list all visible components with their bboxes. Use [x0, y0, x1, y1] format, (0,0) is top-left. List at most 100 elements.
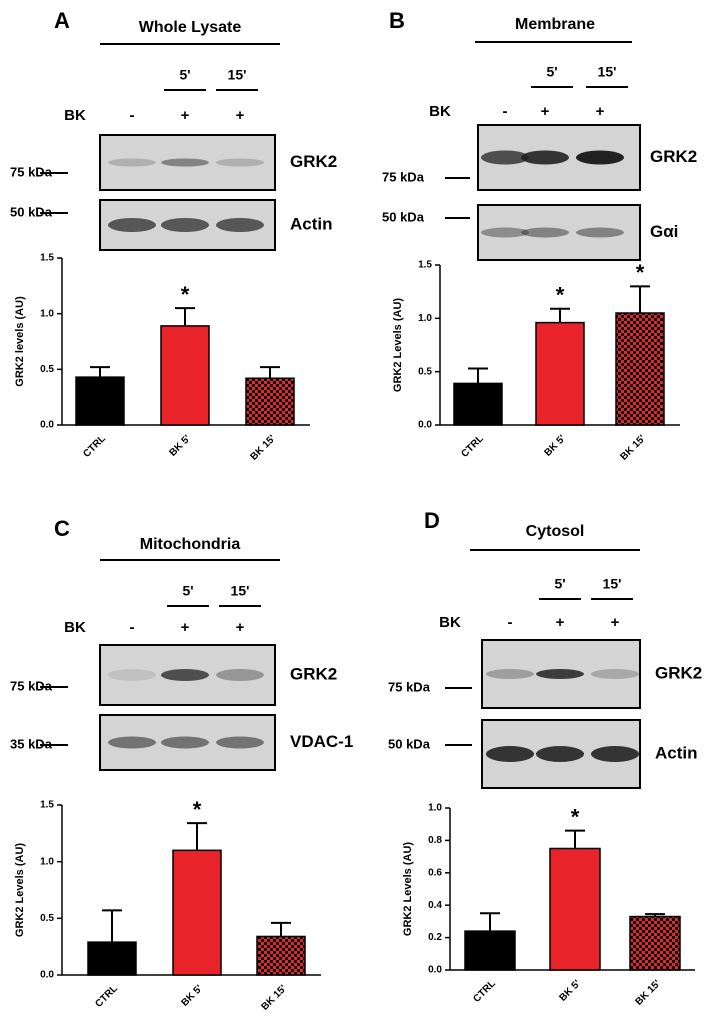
blot-band — [161, 736, 209, 749]
protein-label: Actin — [655, 743, 698, 762]
protein-label: GRK2 — [650, 147, 697, 166]
y-axis-label: GRK2 Levels (AU) — [392, 298, 404, 392]
y-tick-label: 0.5 — [418, 366, 432, 377]
treatment-sign: + — [556, 614, 565, 631]
y-tick-label: 1.5 — [40, 800, 54, 811]
bar — [464, 930, 516, 971]
treatment-sign: - — [130, 619, 135, 636]
blot-band — [576, 150, 624, 165]
x-tick-label: BK 5' — [167, 433, 193, 459]
panel-letter: B — [389, 8, 405, 33]
y-axis-label: GRK2 Levels (AU) — [402, 842, 414, 936]
blot-band — [481, 227, 529, 238]
x-tick-label: CTRL — [459, 433, 486, 460]
treatment-sign: + — [541, 103, 550, 120]
protein-label: Gαi — [650, 222, 678, 241]
x-tick-label: BK 5' — [557, 978, 583, 1004]
treatment-label: BK — [64, 107, 86, 124]
fraction-title: Membrane — [515, 16, 595, 33]
fraction-title: Cytosol — [526, 523, 585, 540]
blot-band — [216, 158, 264, 167]
treatment-label: BK — [64, 619, 86, 636]
x-tick-label: BK 5' — [542, 433, 568, 459]
marker-label: 35 kDa — [10, 736, 53, 751]
y-tick-label: 1.5 — [418, 260, 432, 271]
y-tick-label: 1.5 — [40, 253, 54, 264]
blot-band — [486, 746, 534, 762]
panel-letter: A — [54, 8, 70, 33]
treatment-sign: + — [236, 107, 245, 124]
blot-band — [591, 669, 639, 679]
x-tick-label: BK 15' — [248, 433, 278, 463]
fraction-title: Mitochondria — [140, 536, 241, 553]
treatment-sign: + — [236, 619, 245, 636]
blot-band — [521, 150, 569, 165]
blot-band — [161, 158, 209, 167]
blot-band — [536, 669, 584, 679]
panel-letter: C — [54, 516, 70, 541]
bar — [172, 849, 222, 976]
bar — [535, 321, 585, 426]
y-tick-label: 0.5 — [40, 364, 54, 375]
blot-band — [108, 158, 156, 167]
panel-letter: D — [424, 508, 440, 533]
blot-band — [536, 746, 584, 762]
protein-label: GRK2 — [655, 663, 702, 682]
protein-label: Actin — [290, 214, 333, 233]
time-label: 5' — [546, 64, 557, 80]
x-tick-label: BK 15' — [618, 433, 648, 463]
blot-band — [521, 227, 569, 238]
blot-band — [576, 227, 624, 238]
treatment-sign: + — [596, 103, 605, 120]
bar — [256, 935, 306, 976]
treatment-label: BK — [439, 614, 461, 631]
y-tick-label: 0.0 — [428, 965, 442, 976]
treatment-sign: + — [181, 107, 190, 124]
y-tick-label: 1.0 — [40, 308, 54, 319]
marker-label: 50 kDa — [388, 736, 431, 751]
y-tick-label: 1.0 — [40, 856, 54, 867]
x-tick-label: BK 15' — [259, 983, 289, 1013]
significance-star: * — [193, 797, 202, 822]
y-tick-label: 0.2 — [428, 932, 442, 943]
y-tick-label: 0.5 — [40, 913, 54, 924]
x-tick-label: CTRL — [471, 978, 498, 1005]
bar — [549, 847, 601, 971]
marker-label: 50 kDa — [10, 204, 53, 219]
bar — [160, 325, 210, 426]
bar — [629, 915, 681, 971]
time-label: 5' — [179, 67, 190, 83]
y-tick-label: 0.6 — [428, 867, 442, 878]
treatment-label: BK — [429, 103, 451, 120]
y-tick-label: 1.0 — [428, 803, 442, 814]
bar — [87, 941, 137, 976]
marker-label: 75 kDa — [382, 169, 425, 184]
blot-band — [161, 669, 209, 681]
treatment-sign: + — [181, 619, 190, 636]
bar — [615, 312, 665, 426]
y-axis-label: GRK2 levels (AU) — [14, 296, 26, 387]
y-tick-label: 0.4 — [428, 900, 442, 911]
x-tick-label: CTRL — [81, 433, 108, 460]
significance-star: * — [556, 283, 565, 308]
marker-label: 75 kDa — [10, 164, 53, 179]
blot-band — [161, 218, 209, 232]
blot-band — [591, 746, 639, 762]
blot-band — [216, 218, 264, 232]
x-tick-label: BK 5' — [179, 983, 205, 1009]
fraction-title: Whole Lysate — [139, 19, 242, 36]
marker-label: 75 kDa — [10, 678, 53, 693]
time-label: 5' — [182, 583, 193, 599]
significance-star: * — [181, 282, 190, 307]
blot-image — [477, 204, 641, 261]
significance-star: * — [571, 804, 580, 829]
significance-star: * — [636, 260, 645, 285]
blot-band — [108, 736, 156, 749]
protein-label: GRK2 — [290, 664, 337, 683]
blot-band — [108, 218, 156, 232]
treatment-sign: - — [503, 103, 508, 120]
protein-label: VDAC-1 — [290, 732, 353, 751]
blot-band — [216, 669, 264, 681]
bar — [453, 382, 503, 426]
